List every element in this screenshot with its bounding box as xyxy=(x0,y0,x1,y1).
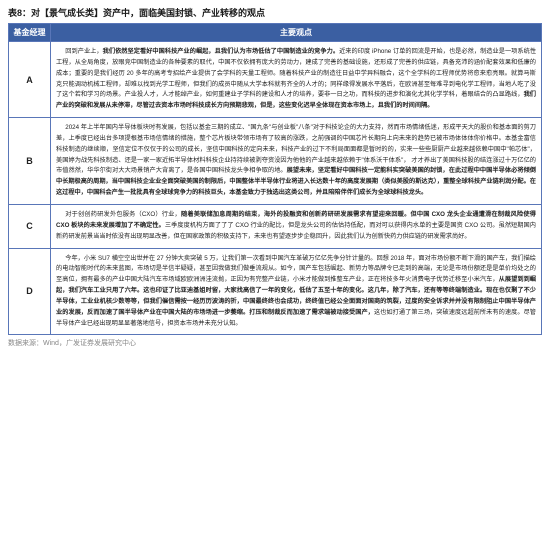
header-opinion: 主要观点 xyxy=(51,24,542,42)
opinion-cell: 回到产业上，我们依然坚定看好中国科技产业的崛起，且我们认为市场低估了中国制造业的… xyxy=(51,42,542,118)
header-manager: 基金经理 xyxy=(9,24,51,42)
data-source: 数据来源：Wind，广发证券发展研究中心 xyxy=(8,338,542,348)
manager-cell: A xyxy=(9,42,51,118)
manager-cell: D xyxy=(9,248,51,335)
opinion-cell: 2024 年上半年国内半导体板块时有发展，包括以基金三期的成立、"国九条"与创业… xyxy=(51,118,542,205)
opinion-table: 基金经理 主要观点 A回到产业上，我们依然坚定看好中国科技产业的崛起，且我们认为… xyxy=(8,23,542,335)
manager-cell: B xyxy=(9,118,51,205)
manager-cell: C xyxy=(9,204,51,248)
opinion-cell: 今年，小米 SU7 横空空出世并在 27 分钟大卖突破 5 万，让我们第一次看到… xyxy=(51,248,542,335)
table-title: 表8：对【景气成长类】资产中，面临美国封锁、产业转移的观点 xyxy=(8,6,542,19)
opinion-cell: 对于创创药研发外包服务（CXO）行业，随着美联储加息周期的结束，海外的投融资和创… xyxy=(51,204,542,248)
